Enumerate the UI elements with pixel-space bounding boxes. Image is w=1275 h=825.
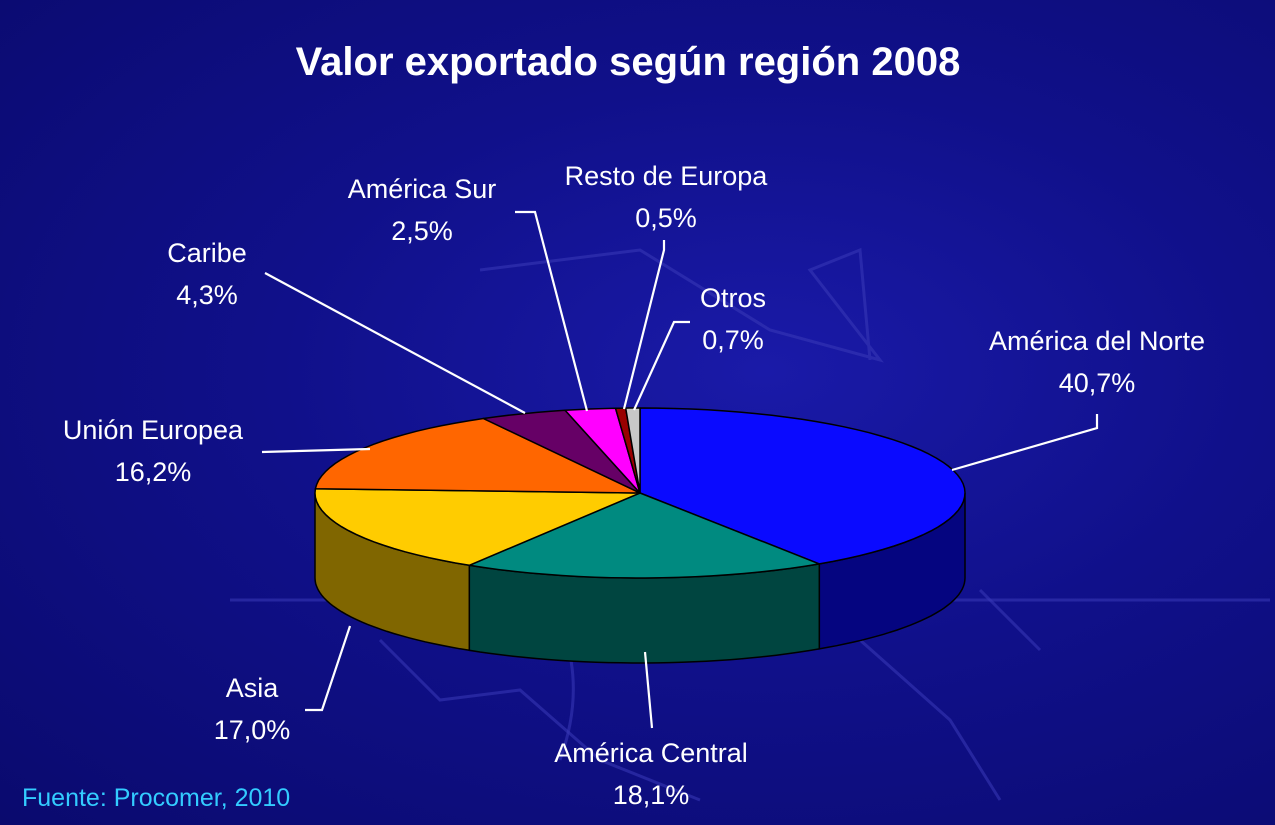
slice-value-otros: 0,7%	[702, 325, 764, 355]
pie-side-america-central	[468, 563, 821, 664]
leader-line-resto-de-europa	[622, 240, 666, 410]
pie-slice-asia	[314, 487, 641, 567]
slice-value-resto-de-europa: 0,5%	[635, 203, 697, 233]
slice-value-asia: 17,0%	[214, 715, 291, 745]
pie-slice-caribe	[482, 409, 641, 494]
slice-labels: América del Norte 40,7% América Central 18,…	[63, 161, 1205, 810]
pie-slices	[314, 407, 966, 664]
slice-label-resto-de-europa: Resto de Europa	[565, 161, 769, 191]
pie-side-walls	[314, 492, 966, 664]
slice-label-otros: Otros	[700, 283, 766, 313]
slice-label-america-del-norte: América del Norte	[989, 326, 1205, 356]
slice-label-america-central: América Central	[554, 738, 748, 768]
slice-value-america-central: 18,1%	[613, 780, 690, 810]
slice-value-america-del-norte: 40,7%	[1059, 368, 1136, 398]
label-leader-lines	[261, 210, 1099, 729]
leader-line-caribe	[264, 272, 526, 414]
leader-line-america-sur	[515, 210, 589, 412]
pie-slice-union-europea	[314, 417, 641, 494]
slice-value-caribe: 4,3%	[176, 280, 238, 310]
pie-slice-otros	[624, 407, 641, 494]
leader-line-union-europea	[261, 447, 371, 454]
leader-line-otros	[632, 320, 690, 411]
leader-line-asia	[305, 625, 352, 712]
slice-label-union-europea: Unión Europea	[63, 415, 244, 445]
slice-label-asia: Asia	[226, 673, 280, 703]
leader-line-america-del-norte	[951, 414, 1099, 472]
slice-value-union-europea: 16,2%	[115, 457, 192, 487]
chart-title: Valor exportado según región 2008	[296, 40, 961, 84]
source-note: Fuente: Procomer, 2010	[22, 784, 290, 812]
pie-top-faces	[314, 407, 966, 579]
slice-label-america-sur: América Sur	[348, 174, 497, 204]
slice-label-caribe: Caribe	[167, 238, 247, 268]
slice-value-america-sur: 2,5%	[391, 216, 453, 246]
leader-line-america-central	[643, 651, 654, 729]
pie-slice-america-central	[468, 492, 821, 579]
